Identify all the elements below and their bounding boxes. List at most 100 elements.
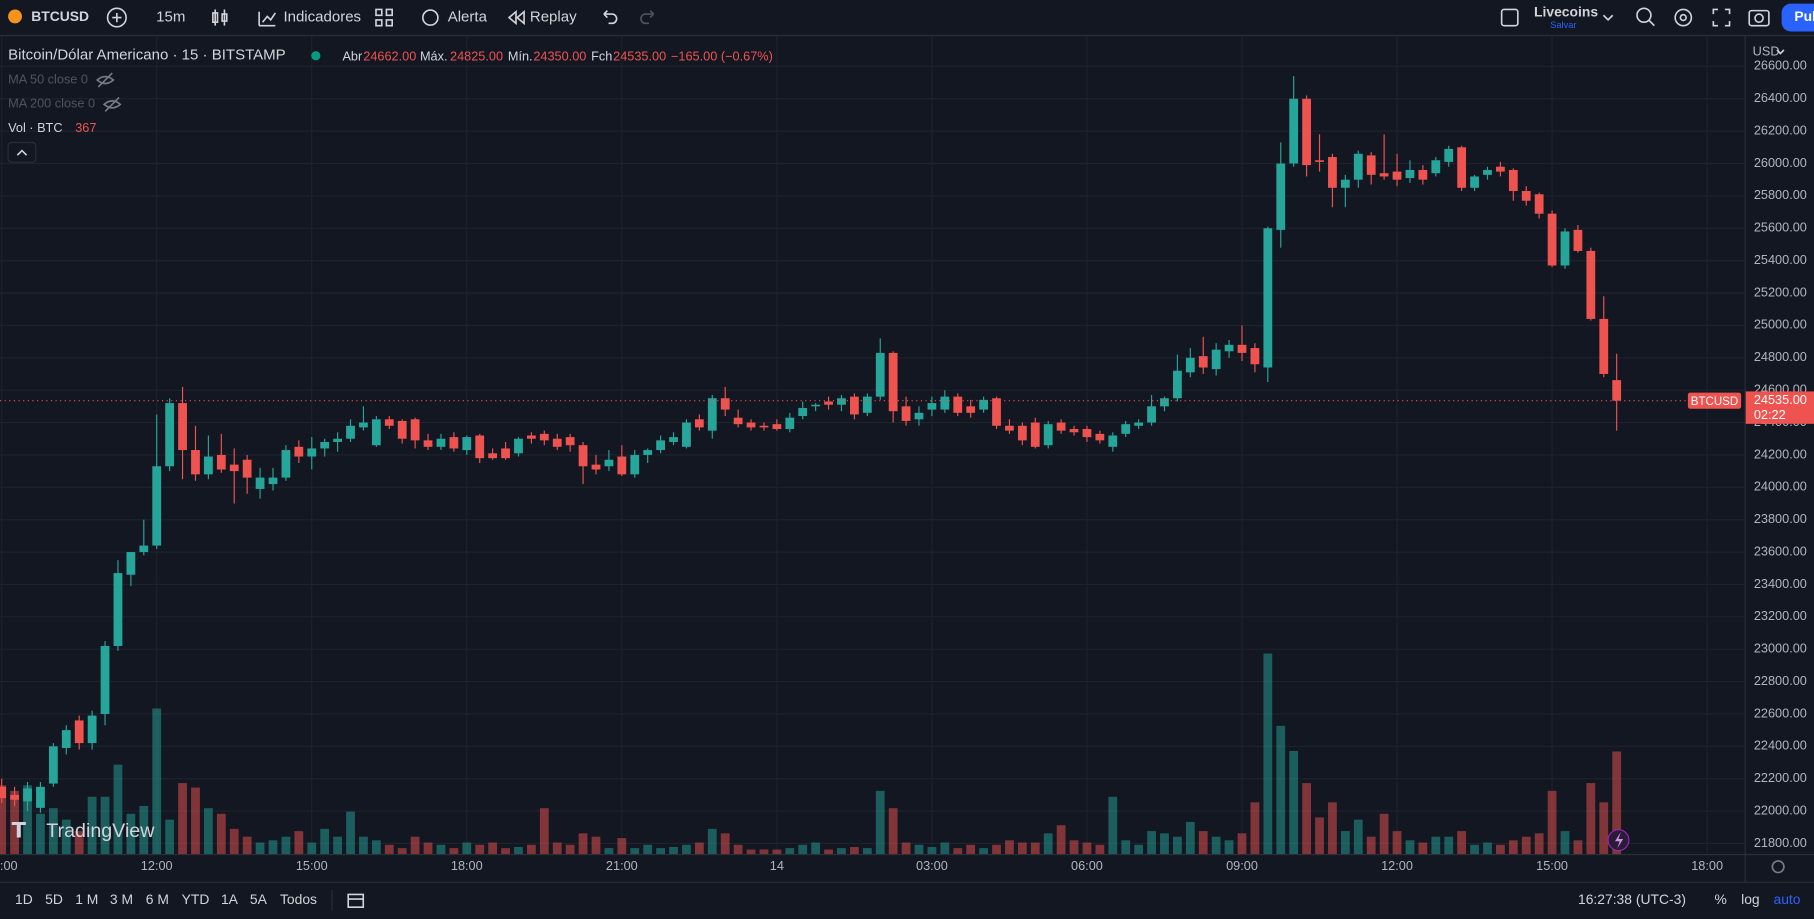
publish[interactable]: Pub [1794,8,1814,24]
currency[interactable]: USD [1753,44,1780,59]
volume-bar [384,844,394,854]
candle-body [850,396,859,415]
volume-bar [126,813,136,854]
countdown: 02:22 [1754,407,1786,422]
layout-name[interactable]: Livecoins [1534,4,1598,20]
indicators[interactable]: Indicadores [283,9,361,26]
volume-bar [1211,836,1221,854]
range-button[interactable]: 1A [221,891,239,907]
range-button[interactable]: 6 M [146,891,169,907]
brand[interactable]: TradingView [46,820,155,842]
currency-menu[interactable] [1776,49,1785,55]
auto[interactable]: auto [1774,891,1801,907]
volume-bar [449,848,459,854]
axis-settings[interactable] [1771,860,1785,874]
candle-body [139,545,149,553]
percent[interactable]: % [1715,891,1727,907]
volume-bar [36,813,45,854]
y-tick-label: 24800.00 [1754,349,1807,364]
volume-bar [746,849,756,854]
undo[interactable] [603,10,618,25]
fullscreen[interactable] [1712,8,1731,27]
volume-bar [436,844,446,854]
ma50[interactable]: MA 50 close 0 [8,71,88,86]
hidden-icon[interactable] [102,96,122,112]
volume-bar [294,831,304,854]
layout-menu[interactable] [1602,14,1614,22]
candle-body [74,720,84,744]
volume-bar [216,813,226,854]
volume-bar [1521,836,1531,854]
last-symbol-tag [1687,392,1742,409]
log[interactable]: log [1741,891,1760,907]
volume-bar [630,848,640,854]
publish-button[interactable] [1781,3,1814,32]
brand-mark: 𝗧 [12,820,27,843]
range-button[interactable]: 5D [45,891,63,907]
candle-body [165,403,175,467]
range-button[interactable]: 1D [15,891,33,907]
candle-body [23,788,32,802]
redo[interactable] [640,10,655,25]
candle-body [565,437,575,446]
range-button[interactable]: 5A [250,891,268,907]
candle-body [1276,163,1286,230]
interval[interactable]: 15m [156,9,185,26]
candle-body [281,450,291,478]
candle-body [242,459,252,478]
volume-bar [811,842,821,854]
candle-body [346,425,355,439]
symbol[interactable]: BTCUSD [31,8,89,24]
volume-bar [475,844,485,854]
candle-body [1173,370,1182,399]
volume-bar [979,848,988,854]
volume-bar [1418,842,1428,854]
range-button[interactable]: YTD [182,891,210,907]
chart-type[interactable] [212,9,228,26]
ma200[interactable]: MA 200 close 0 [8,96,95,111]
range-button[interactable]: Todos [280,891,317,907]
y-tick-label: 23800.00 [1754,511,1807,526]
range-button[interactable]: 1 M [75,891,98,907]
candle-body [268,477,278,485]
candle-body [307,448,317,457]
candle-body [772,424,782,430]
layout-icon[interactable] [1500,8,1519,27]
candle-body [1586,250,1596,319]
candle-body [410,419,420,441]
snapshot-lens [1754,13,1764,24]
candle-body [992,398,1001,426]
date-range[interactable] [347,893,365,909]
candle-body [656,440,665,451]
candle-body [1043,424,1053,446]
settings[interactable] [1674,8,1693,27]
volume-bar [1069,840,1079,854]
high-label: Máx. [420,48,448,63]
add-symbol[interactable] [106,7,127,28]
volume-bar [1082,842,1092,854]
candle-body [1237,344,1247,353]
candle-body [436,438,446,447]
volume-bar [178,783,187,854]
candle-body [462,437,472,451]
collapse-legend[interactable] [7,141,37,163]
replay[interactable]: Replay [530,9,577,26]
x-tick-label: 18:00 [1691,858,1723,873]
y-tick-label: 22200.00 [1754,770,1807,785]
candle-body [397,420,407,439]
volume-bar [1444,836,1454,854]
range-button[interactable]: 3 M [110,891,133,907]
hidden-icon[interactable] [95,72,115,88]
collapse-icon [16,149,28,156]
volume-bar [307,842,317,854]
save[interactable]: Salvar [1550,20,1576,30]
candle-body [1599,318,1609,374]
snapshot[interactable] [1748,9,1770,27]
search[interactable] [1636,7,1652,24]
alert[interactable]: Alerta [448,9,488,26]
volume-bar [953,848,963,854]
volume-bar [527,844,536,854]
clock[interactable]: 16:27:38 (UTC-3) [1578,891,1686,907]
candle-body [320,441,330,449]
templates[interactable] [375,8,393,27]
